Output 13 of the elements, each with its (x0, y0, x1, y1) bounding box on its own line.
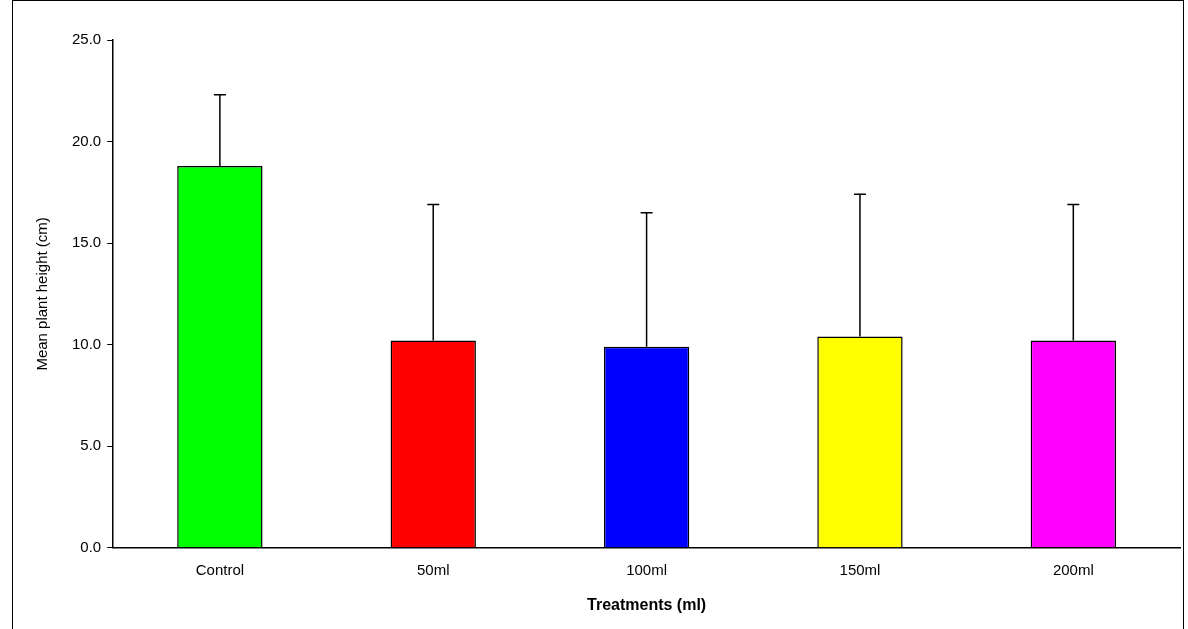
y-tick-label: 15.0 (71, 233, 102, 251)
y-tick-label: 20.0 (71, 131, 102, 149)
x-tick-label: 200ml (1052, 560, 1094, 578)
y-tick-label: 25.0 (71, 30, 102, 48)
y-tick-label: 10.0 (71, 334, 102, 352)
x-axis-title: Treatments (ml) (587, 595, 707, 613)
x-tick-label: 50ml (416, 560, 450, 578)
x-tick-label: 100ml (626, 560, 668, 578)
y-tick-label: 5.0 (80, 436, 102, 454)
y-tick-label: 0.0 (80, 537, 102, 555)
x-tick-label: Control (195, 560, 245, 578)
x-tick-label: 150ml (839, 560, 881, 578)
y-axis-title: Mean plant height (cm) (33, 217, 51, 371)
